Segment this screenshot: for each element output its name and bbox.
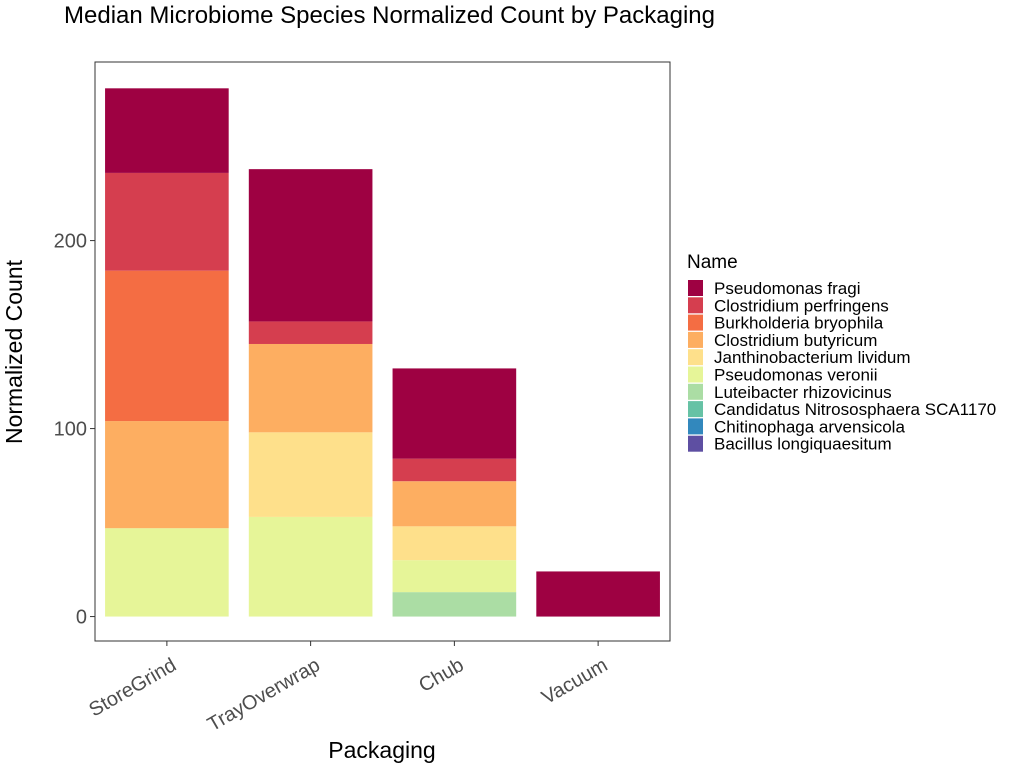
x-axis-title: Packaging: [328, 737, 435, 763]
bar-storegrind-pseudomonas-fragi: [105, 88, 229, 173]
x-tick-label-vacuum: Vacuum: [538, 654, 611, 709]
legend-key-janthinobacterium-lividum: [688, 349, 703, 366]
bar-trayoverwrap-janthinobacterium-lividum: [248, 432, 373, 517]
plot-panel-border: [94, 61, 671, 642]
legend-label-bacillus-longiquaesitum: Bacillus longiquaesitum: [714, 435, 892, 454]
legend-label-clostridium-perfringens: Clostridium perfringens: [714, 296, 889, 315]
legend-label-janthinobacterium-lividum: Janthinobacterium lividum: [714, 348, 911, 367]
chart-title: Median Microbiome Species Normalized Cou…: [64, 2, 715, 29]
bar-chub-janthinobacterium-lividum: [392, 526, 517, 561]
y-axis-title: Normalized Count: [1, 259, 27, 444]
y-axis: 0 100 200: [54, 231, 95, 629]
legend-label-clostridium-butyricum: Clostridium butyricum: [714, 331, 877, 350]
legend-label-pseudomonas-veronii: Pseudomonas veronii: [714, 366, 877, 385]
bar-trayoverwrap-clostridium-perfringens: [248, 321, 373, 344]
legend-label-chitinophaga-arvensicola: Chitinophaga arvensicola: [714, 417, 905, 436]
bar-chub-pseudomonas-fragi: [392, 368, 517, 459]
bars-layer: [105, 88, 660, 617]
y-tick-label-100: 100: [54, 419, 87, 441]
legend-key-pseudomonas-fragi: [688, 280, 703, 296]
legend-key-bacillus-longiquaesitum: [688, 435, 703, 452]
legend-key-burkholderia-bryophila: [688, 314, 703, 331]
legend-label-pseudomonas-fragi: Pseudomonas fragi: [714, 279, 860, 298]
legend-key-luteibacter-rhizovicinus: [688, 383, 703, 400]
legend-label-burkholderia-bryophila: Burkholderia bryophila: [714, 314, 884, 333]
bar-trayoverwrap-pseudomonas-veronii: [248, 516, 373, 617]
bar-storegrind-clostridium-perfringens: [105, 172, 229, 271]
bar-chub-pseudomonas-veronii: [392, 560, 517, 593]
x-axis: StoreGrind TrayOverwrap Chub Vacuum: [85, 641, 611, 736]
bar-trayoverwrap-clostridium-butyricum: [248, 343, 373, 433]
bar-trayoverwrap-pseudomonas-fragi: [248, 169, 373, 322]
legend-title: Name: [687, 252, 738, 273]
legend-key-chitinophaga-arvensicola: [688, 418, 703, 435]
legend-key-clostridium-perfringens: [688, 297, 703, 314]
bar-chub-clostridium-butyricum: [392, 481, 517, 527]
legend-key-clostridium-butyricum: [688, 331, 703, 348]
y-tick-label-0: 0: [76, 607, 87, 629]
bar-storegrind-pseudomonas-veronii: [105, 528, 229, 617]
x-tick-label-trayoverwrap: TrayOverwrap: [204, 654, 324, 736]
x-tick-label-chub: Chub: [415, 654, 467, 697]
y-tick-label-200: 200: [54, 231, 87, 253]
bar-storegrind-burkholderia-bryophila: [105, 270, 229, 422]
bar-chub-clostridium-perfringens: [392, 458, 517, 482]
legend-key-pseudomonas-veronii: [688, 366, 703, 383]
x-tick-label-storegrind: StoreGrind: [85, 654, 180, 721]
legend-key-candidatus-nitrososphaera-sca1170: [688, 401, 703, 418]
legend-label-candidatus-nitrososphaera-sca1170: Candidatus Nitrososphaera SCA1170: [714, 400, 996, 419]
legend-label-luteibacter-rhizovicinus: Luteibacter rhizovicinus: [714, 383, 892, 402]
bar-vacuum-pseudomonas-fragi: [536, 571, 660, 617]
bar-chub-luteibacter-rhizovicinus: [392, 592, 517, 617]
bar-storegrind-clostridium-butyricum: [105, 421, 229, 529]
